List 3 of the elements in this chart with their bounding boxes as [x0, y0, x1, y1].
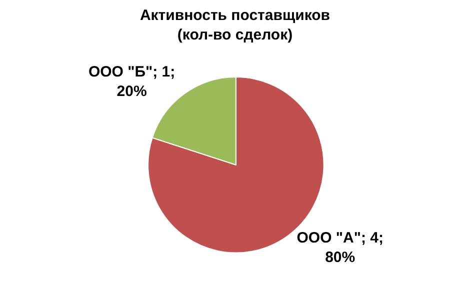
slice-label: ООО "А"; 4; 80% [296, 230, 384, 266]
chart-title: Активность поставщиков (кол-во сделок) [140, 7, 330, 44]
slice-label: ООО "Б"; 1; 20% [88, 64, 176, 100]
